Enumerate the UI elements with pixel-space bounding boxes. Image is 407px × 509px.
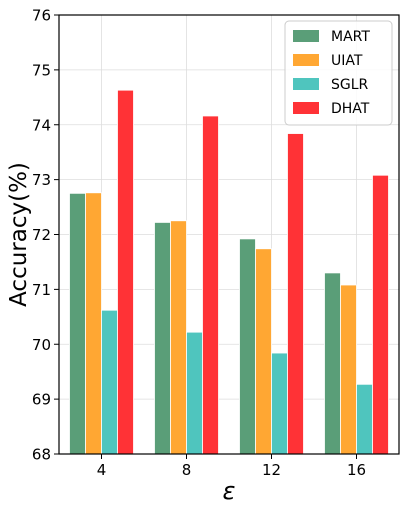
y-tick-label: 68: [32, 446, 51, 464]
x-tick-label: 8: [182, 461, 192, 479]
y-axis: 68 69 70 71 72 73 74 75 76: [32, 7, 59, 464]
legend-swatch-mart: [293, 30, 319, 42]
bar-mart-8: [154, 222, 171, 455]
y-tick-label: 72: [32, 226, 51, 244]
x-tick-label: 16: [347, 461, 366, 479]
bar-uiat-16: [340, 284, 357, 455]
x-axis: 4 8 12 16: [97, 454, 366, 479]
legend-swatch-sglr: [293, 78, 319, 90]
bar-uiat-12: [255, 248, 272, 455]
y-tick-label: 70: [32, 336, 51, 354]
bar-sglr-4: [101, 309, 118, 455]
legend-box: [284, 20, 393, 126]
legend-label-dhat: DHAT: [331, 101, 370, 117]
legend-label-uiat: UIAT: [331, 53, 363, 69]
bar-mart-4: [69, 192, 86, 455]
y-tick-label: 76: [32, 7, 51, 25]
bar-sglr-8: [186, 331, 203, 455]
legend: MART UIAT SGLR DHAT: [284, 20, 393, 126]
bar-dhat-12: [287, 133, 304, 455]
bar-mart-16: [324, 272, 341, 455]
x-tick-label: 12: [262, 461, 281, 479]
x-axis-title: ε: [223, 477, 236, 505]
y-tick-label: 74: [32, 116, 51, 134]
y-tick-label: 71: [32, 281, 51, 299]
bar-dhat-8: [202, 115, 219, 455]
legend-swatch-dhat: [293, 102, 319, 114]
bar-mart-12: [239, 238, 256, 455]
bar-sglr-16: [356, 383, 373, 455]
x-tick-label: 4: [97, 461, 107, 479]
y-axis-title: Accuracy(%): [6, 162, 32, 307]
y-tick-label: 73: [32, 171, 51, 189]
bar-uiat-8: [170, 220, 187, 455]
bars: [69, 89, 389, 455]
bar-dhat-16: [372, 174, 389, 455]
legend-swatch-uiat: [293, 54, 319, 66]
y-tick-label: 69: [32, 391, 51, 409]
bar-uiat-4: [85, 192, 102, 455]
bar-sglr-12: [271, 352, 288, 455]
y-tick-label: 75: [32, 61, 51, 79]
legend-label-sglr: SGLR: [331, 77, 369, 93]
legend-label-mart: MART: [331, 29, 370, 45]
bar-dhat-4: [117, 89, 134, 455]
